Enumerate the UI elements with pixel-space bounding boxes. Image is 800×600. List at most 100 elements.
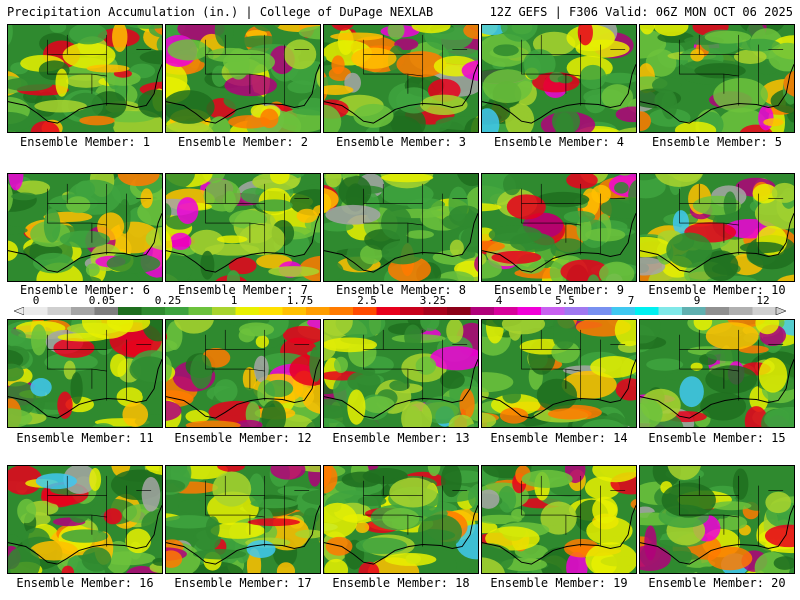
- ensemble-member-map: [165, 173, 321, 282]
- legend-tick-label: 4: [495, 294, 503, 307]
- legend-color-swatch: [611, 307, 636, 315]
- state-borders: [47, 475, 152, 547]
- state-borders: [205, 475, 310, 547]
- legend-color-swatch: [423, 307, 448, 315]
- legend-tick-label: 3.25: [419, 294, 447, 307]
- legend-color-swatch: [165, 307, 189, 315]
- legend-color-swatch: [376, 307, 401, 315]
- legend-color-swatch: [470, 307, 495, 315]
- legend-left-arrow: [14, 307, 25, 315]
- member-label: Ensemble Member: 16: [16, 576, 154, 590]
- state-borders: [679, 329, 784, 401]
- legend-color-swatch: [329, 307, 354, 315]
- member-label: Ensemble Member: 3: [335, 135, 467, 149]
- legend-color-swatch: [588, 307, 612, 315]
- legend-color-swatch: [752, 307, 777, 315]
- state-borders: [47, 329, 152, 401]
- ensemble-member-map: [7, 24, 163, 133]
- member-label: Ensemble Member: 13: [332, 431, 470, 445]
- coastline: [166, 359, 320, 419]
- legend-color-swatch: [400, 307, 424, 315]
- ensemble-member-map: [481, 465, 637, 574]
- legend-right-arrow: [775, 307, 786, 315]
- coastline: [324, 505, 478, 565]
- member-label: Ensemble Member: 7: [177, 283, 309, 297]
- legend-color-swatch: [658, 307, 683, 315]
- ensemble-member-map: [639, 319, 795, 428]
- ensemble-member-map: [7, 173, 163, 282]
- coastline: [482, 64, 636, 124]
- ensemble-member-map: [481, 173, 637, 282]
- model-run-info: 12Z GEFS | F306 Valid: 06Z MON OCT 06 20…: [489, 5, 793, 19]
- state-borders: [205, 183, 310, 255]
- ensemble-member-map: [323, 173, 479, 282]
- legend-color-swatch: [47, 307, 72, 315]
- state-borders: [205, 34, 310, 106]
- state-borders: [47, 183, 152, 255]
- member-label: Ensemble Member: 2: [177, 135, 309, 149]
- legend-tick-label: 9: [693, 294, 701, 307]
- legend-tick-label: 1.75: [286, 294, 314, 307]
- member-label: Ensemble Member: 14: [490, 431, 628, 445]
- state-borders: [363, 34, 468, 106]
- coastline: [166, 213, 320, 273]
- member-label: Ensemble Member: 20: [648, 576, 786, 590]
- legend-color-swatch: [71, 307, 95, 315]
- state-borders: [205, 329, 310, 401]
- legend-color-swatch: [494, 307, 518, 315]
- legend-tick-label: 7: [627, 294, 635, 307]
- legend-color-swatch: [705, 307, 730, 315]
- ensemble-member-map: [639, 465, 795, 574]
- member-label: Ensemble Member: 11: [16, 431, 154, 445]
- ensemble-member-map: [323, 319, 479, 428]
- color-scale-legend: 0 0.05 0.25 1 1.75 2.5 3.25 4 5.5 7 9 12: [0, 294, 800, 324]
- member-label: Ensemble Member: 8: [335, 283, 467, 297]
- state-borders: [521, 34, 626, 106]
- legend-color-swatch: [541, 307, 565, 315]
- ensemble-member-map: [481, 319, 637, 428]
- ensemble-member-map: [7, 465, 163, 574]
- legend-tick-label: 12: [756, 294, 770, 307]
- member-label: Ensemble Member: 12: [174, 431, 312, 445]
- legend-color-swatch: [517, 307, 542, 315]
- member-label: Ensemble Member: 18: [332, 576, 470, 590]
- coastline: [8, 505, 162, 565]
- legend-color-swatch: [564, 307, 589, 315]
- state-borders: [679, 475, 784, 547]
- state-borders: [363, 475, 468, 547]
- legend-color-swatch: [282, 307, 307, 315]
- member-label: Ensemble Member: 17: [174, 576, 312, 590]
- coastline: [640, 213, 794, 273]
- member-label: Ensemble Member: 4: [493, 135, 625, 149]
- legend-color-swatch: [682, 307, 706, 315]
- legend-color-swatch: [212, 307, 236, 315]
- member-label: Ensemble Member: 6: [19, 283, 151, 297]
- coastline: [324, 359, 478, 419]
- chart-title: Precipitation Accumulation (in.) | Colle…: [7, 5, 434, 19]
- member-label: Ensemble Member: 9: [493, 283, 625, 297]
- legend-tick-label: 0: [32, 294, 40, 307]
- ensemble-member-map: [165, 465, 321, 574]
- ensemble-member-map: [323, 24, 479, 133]
- state-borders: [521, 329, 626, 401]
- legend-color-swatch: [235, 307, 260, 315]
- coastline: [166, 505, 320, 565]
- legend-color-swatch: [306, 307, 330, 315]
- coastline: [8, 213, 162, 273]
- state-borders: [363, 183, 468, 255]
- ensemble-member-map: [165, 24, 321, 133]
- coastline: [324, 213, 478, 273]
- member-label: Ensemble Member: 1: [19, 135, 151, 149]
- legend-color-swatch: [188, 307, 213, 315]
- legend-color-swatch: [141, 307, 166, 315]
- legend-color-bar: [14, 307, 786, 315]
- coastline: [640, 505, 794, 565]
- ensemble-member-map: [7, 319, 163, 428]
- legend-color-swatch: [729, 307, 753, 315]
- ensemble-member-map: [481, 24, 637, 133]
- coastline: [640, 64, 794, 124]
- state-borders: [363, 329, 468, 401]
- state-borders: [47, 34, 152, 106]
- state-borders: [521, 475, 626, 547]
- ensemble-member-map: [639, 173, 795, 282]
